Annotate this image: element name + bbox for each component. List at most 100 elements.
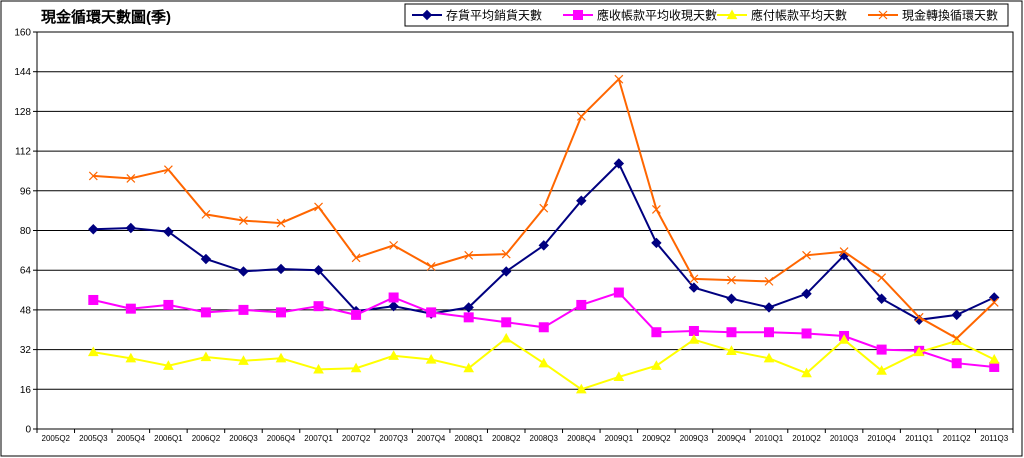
legend-item-4: 現金轉換循環天數 bbox=[868, 8, 998, 23]
data-point bbox=[125, 303, 136, 314]
data-point bbox=[501, 266, 512, 277]
data-point bbox=[501, 249, 511, 259]
data-point bbox=[651, 204, 661, 214]
data-point bbox=[351, 309, 362, 320]
x-tick-label: 2009Q2 bbox=[642, 434, 671, 443]
x-tick-label: 2010Q4 bbox=[867, 434, 896, 443]
data-point bbox=[425, 353, 437, 364]
data-point bbox=[726, 293, 737, 304]
data-point bbox=[613, 158, 625, 169]
data-point bbox=[613, 287, 624, 298]
data-point bbox=[389, 240, 399, 250]
data-point bbox=[463, 362, 475, 373]
legend-item-2: 應收帳款平均收現天數 bbox=[563, 8, 717, 23]
x-tick-label: 2007Q4 bbox=[417, 434, 446, 443]
data-point bbox=[388, 292, 399, 303]
data-point bbox=[613, 371, 625, 381]
data-point bbox=[163, 226, 174, 237]
data-point bbox=[538, 322, 549, 333]
data-point bbox=[238, 304, 249, 315]
data-point bbox=[275, 263, 287, 275]
x-tick-label: 2007Q3 bbox=[379, 434, 408, 443]
x-tick-label: 2009Q3 bbox=[680, 434, 709, 443]
x-tick-label: 2009Q4 bbox=[717, 434, 746, 443]
data-point bbox=[951, 309, 962, 321]
data-point bbox=[614, 74, 624, 84]
y-tick-label: 112 bbox=[15, 147, 31, 158]
data-point bbox=[764, 327, 774, 338]
data-point bbox=[163, 165, 173, 175]
data-point bbox=[463, 312, 474, 323]
x-tick-label: 2006Q2 bbox=[192, 434, 221, 443]
data-point bbox=[163, 299, 174, 310]
x-tick-label: 2005Q3 bbox=[79, 434, 108, 443]
data-point bbox=[763, 352, 775, 363]
data-point bbox=[801, 367, 812, 378]
data-point bbox=[313, 301, 324, 312]
legend-marker bbox=[573, 10, 583, 20]
data-point bbox=[839, 247, 849, 257]
legend-label: 應收帳款平均收現天數 bbox=[597, 8, 717, 23]
data-point bbox=[876, 365, 887, 375]
data-point bbox=[314, 202, 323, 212]
data-point bbox=[351, 253, 361, 263]
data-point bbox=[238, 355, 249, 365]
data-point bbox=[576, 195, 587, 206]
x-tick-label: 2011Q3 bbox=[980, 434, 1008, 443]
data-point bbox=[989, 298, 999, 307]
y-tick-label: 144 bbox=[14, 67, 31, 78]
x-tick-label: 2008Q2 bbox=[492, 434, 521, 443]
data-point bbox=[426, 307, 437, 318]
legend: 存貨平均銷貨天數 應收帳款平均收現天數 應付帳款平均天數 現金轉換循環天數 bbox=[404, 3, 1009, 27]
x-tick-label: 2010Q1 bbox=[755, 434, 784, 443]
data-point bbox=[388, 350, 399, 360]
data-point bbox=[200, 307, 211, 318]
chart-title: 現金循環天數圖(季) bbox=[41, 8, 171, 26]
series-1 bbox=[88, 158, 1000, 326]
x-tick-label: 2008Q3 bbox=[530, 434, 559, 443]
legend-item-3: 應付帳款平均天數 bbox=[717, 8, 847, 23]
data-point bbox=[201, 209, 211, 219]
data-point bbox=[276, 218, 286, 228]
legend-label: 存貨平均銷貨天數 bbox=[446, 8, 542, 23]
x-tick-label: 2008Q4 bbox=[567, 434, 596, 443]
data-point bbox=[651, 327, 662, 338]
data-point bbox=[801, 288, 812, 299]
x-tick-label: 2006Q4 bbox=[267, 434, 296, 443]
x-tick-label: 2005Q4 bbox=[117, 434, 146, 443]
data-point bbox=[539, 203, 549, 213]
data-point bbox=[126, 173, 136, 183]
data-point bbox=[88, 224, 99, 235]
data-point bbox=[688, 282, 700, 293]
data-point bbox=[426, 262, 436, 271]
legend-box bbox=[404, 3, 1009, 27]
data-point bbox=[87, 346, 99, 357]
data-point bbox=[464, 250, 474, 260]
data-point bbox=[838, 334, 850, 344]
data-point bbox=[688, 325, 699, 336]
data-point bbox=[914, 312, 924, 322]
data-point bbox=[877, 273, 887, 283]
data-point bbox=[275, 352, 287, 363]
x-tick-label: 2006Q1 bbox=[154, 434, 183, 443]
y-tick-label: 96 bbox=[20, 186, 32, 197]
data-point bbox=[651, 360, 662, 370]
data-point bbox=[238, 266, 249, 277]
data-point bbox=[500, 332, 512, 343]
data-point bbox=[163, 360, 174, 370]
data-point bbox=[876, 344, 887, 355]
x-tick-label: 2007Q2 bbox=[342, 434, 371, 443]
y-tick-label: 128 bbox=[14, 107, 31, 118]
data-point bbox=[763, 302, 775, 313]
legend-label: 現金轉換循環天數 bbox=[902, 8, 998, 23]
data-point bbox=[726, 345, 737, 355]
series-4 bbox=[88, 74, 999, 343]
y-tick-label: 0 bbox=[25, 425, 31, 436]
data-point bbox=[764, 276, 774, 286]
data-point bbox=[200, 253, 212, 265]
data-point bbox=[88, 294, 99, 305]
legend-label: 應付帳款平均天數 bbox=[751, 8, 847, 23]
x-tick-label: 2006Q3 bbox=[229, 434, 258, 443]
legend-marker bbox=[878, 10, 888, 20]
